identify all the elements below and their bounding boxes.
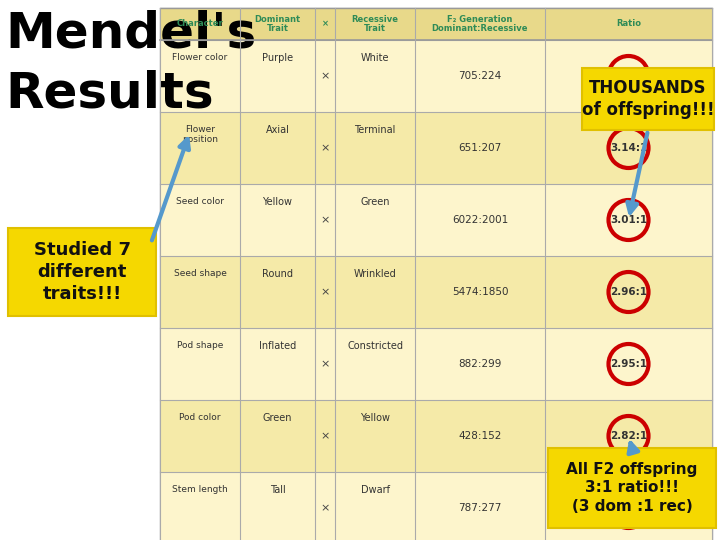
Text: ×: × (320, 359, 330, 369)
FancyBboxPatch shape (160, 328, 712, 400)
Text: Seed color: Seed color (176, 197, 224, 206)
Text: Flower
position: Flower position (182, 125, 218, 144)
Text: Dominant
Trait: Dominant Trait (254, 15, 300, 33)
Text: 3.15:1: 3.15:1 (610, 71, 647, 81)
FancyBboxPatch shape (548, 448, 716, 528)
Text: 882:299: 882:299 (459, 359, 502, 369)
Text: Pod color: Pod color (179, 413, 221, 422)
Text: All F2 offspring
3:1 ratio!!!
(3 dom :1 rec): All F2 offspring 3:1 ratio!!! (3 dom :1 … (567, 462, 698, 514)
Text: Stem length: Stem length (172, 485, 228, 494)
Text: Flower color: Flower color (172, 53, 228, 62)
Text: Green: Green (360, 197, 390, 207)
Text: ×: × (320, 431, 330, 441)
Text: 3.01:1: 3.01:1 (610, 215, 647, 225)
Text: Inflated: Inflated (259, 341, 296, 351)
Text: ×: × (320, 215, 330, 225)
Text: ×: × (320, 503, 330, 513)
Text: Studied 7
different
traits!!!: Studied 7 different traits!!! (34, 241, 130, 303)
FancyBboxPatch shape (8, 228, 156, 316)
Text: Green: Green (263, 413, 292, 423)
Text: Mendel's: Mendel's (5, 10, 256, 58)
FancyBboxPatch shape (160, 40, 712, 112)
Text: ×: × (320, 71, 330, 81)
FancyBboxPatch shape (160, 8, 712, 40)
Text: 2.84:1: 2.84:1 (610, 503, 647, 513)
Text: F₂ Generation
Dominant:Recessive: F₂ Generation Dominant:Recessive (432, 15, 528, 33)
Text: Pod shape: Pod shape (177, 341, 223, 350)
FancyBboxPatch shape (582, 68, 714, 130)
Text: Ratio: Ratio (616, 19, 641, 29)
Text: 2.82:1: 2.82:1 (610, 431, 647, 441)
Text: Seed shape: Seed shape (174, 269, 226, 278)
Text: 787:277: 787:277 (459, 503, 502, 513)
FancyBboxPatch shape (160, 8, 712, 540)
Text: 6022:2001: 6022:2001 (452, 215, 508, 225)
Text: Terminal: Terminal (354, 125, 396, 135)
Text: 705:224: 705:224 (459, 71, 502, 81)
Text: ×: × (320, 143, 330, 153)
Text: Dwarf: Dwarf (361, 485, 390, 495)
Text: ×: × (322, 19, 328, 29)
Text: Axial: Axial (266, 125, 289, 135)
Text: THOUSANDS
of offspring!!!: THOUSANDS of offspring!!! (582, 79, 714, 119)
FancyBboxPatch shape (160, 400, 712, 472)
Text: Character: Character (176, 19, 223, 29)
Text: Recessive
Trait: Recessive Trait (351, 15, 398, 33)
FancyBboxPatch shape (160, 112, 712, 184)
Text: 2.96:1: 2.96:1 (610, 287, 647, 297)
FancyBboxPatch shape (160, 472, 712, 540)
Text: Tall: Tall (269, 485, 285, 495)
Text: 3.14:1: 3.14:1 (610, 143, 647, 153)
Text: 5474:1850: 5474:1850 (451, 287, 508, 297)
Text: ×: × (320, 287, 330, 297)
Text: Constricted: Constricted (347, 341, 403, 351)
Text: Yellow: Yellow (360, 413, 390, 423)
Text: Results: Results (5, 70, 214, 118)
Text: 2.95:1: 2.95:1 (610, 359, 647, 369)
Text: 428:152: 428:152 (459, 431, 502, 441)
Text: 651:207: 651:207 (459, 143, 502, 153)
Text: Round: Round (262, 269, 293, 279)
FancyBboxPatch shape (160, 256, 712, 328)
FancyBboxPatch shape (160, 184, 712, 256)
Text: Purple: Purple (262, 53, 293, 63)
Text: Wrinkled: Wrinkled (354, 269, 397, 279)
Text: White: White (361, 53, 390, 63)
Text: Yellow: Yellow (263, 197, 292, 207)
